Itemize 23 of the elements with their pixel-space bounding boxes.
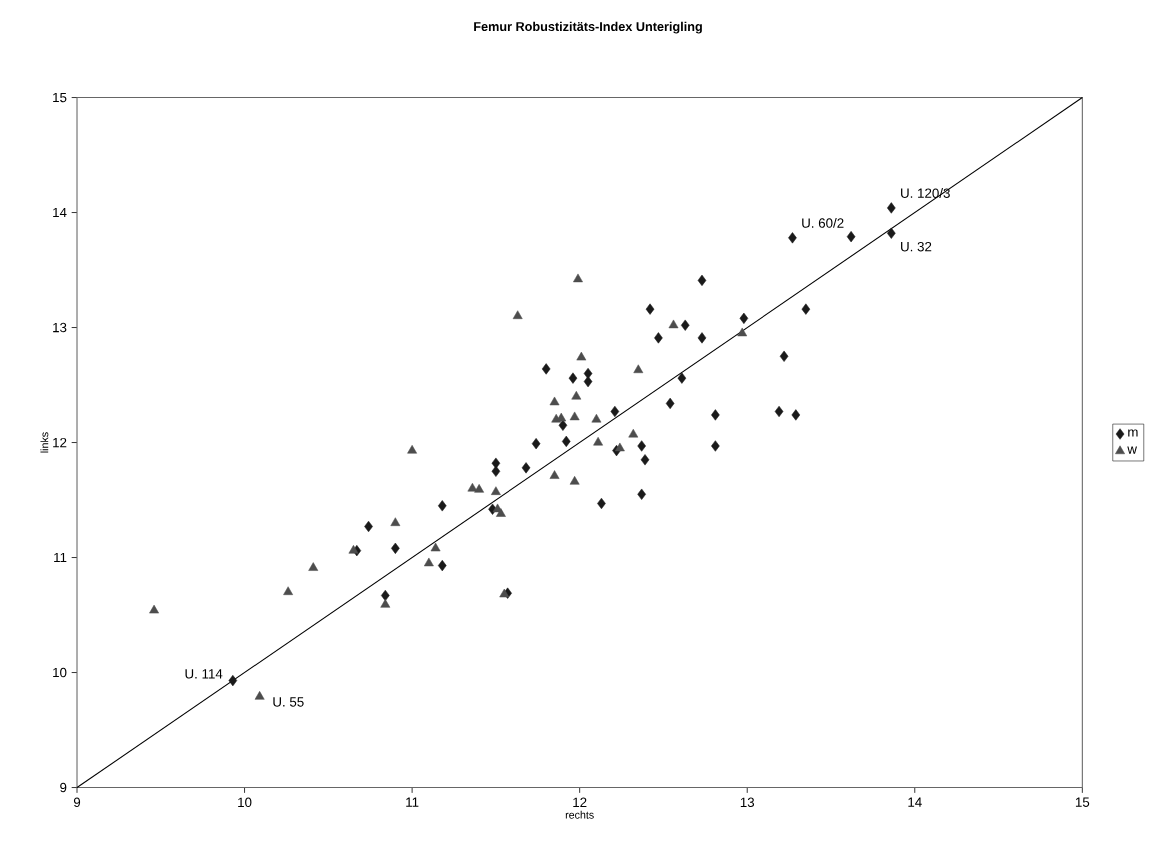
legend-label: w xyxy=(1127,446,1137,454)
y-axis-title: links xyxy=(40,432,49,453)
x-axis-title: rechts xyxy=(565,810,594,819)
x-tick-label: 11 xyxy=(406,797,419,807)
x-tick-label: 13 xyxy=(740,797,755,808)
legend-label: m xyxy=(1128,429,1138,437)
x-tick-label: 14 xyxy=(908,797,922,807)
y-tick-label: 15 xyxy=(53,92,67,103)
y-tick-label: 9 xyxy=(60,782,67,793)
x-tick-label: 10 xyxy=(238,797,252,808)
annotation: U. 55 xyxy=(273,697,304,707)
y-tick-label: 10 xyxy=(53,667,67,678)
chart-title: Femur Robustizitäts-Index Unterigling xyxy=(474,21,702,34)
y-tick-label: 14 xyxy=(53,207,67,218)
x-tick-label: 15 xyxy=(1075,797,1090,807)
y-tick-label: 12 xyxy=(53,437,67,448)
x-tick-label: 9 xyxy=(73,797,81,808)
y-tick-label: 11 xyxy=(54,552,67,563)
y-tick-label: 13 xyxy=(53,322,67,333)
annotation: U. 114 xyxy=(185,669,223,679)
x-tick-label: 12 xyxy=(573,797,587,807)
annotation: U. 60/2 xyxy=(802,218,844,228)
annotation: U. 32 xyxy=(901,241,932,252)
